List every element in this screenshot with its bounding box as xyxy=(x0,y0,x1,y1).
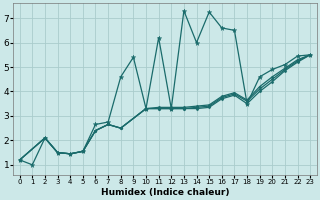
X-axis label: Humidex (Indice chaleur): Humidex (Indice chaleur) xyxy=(101,188,229,197)
